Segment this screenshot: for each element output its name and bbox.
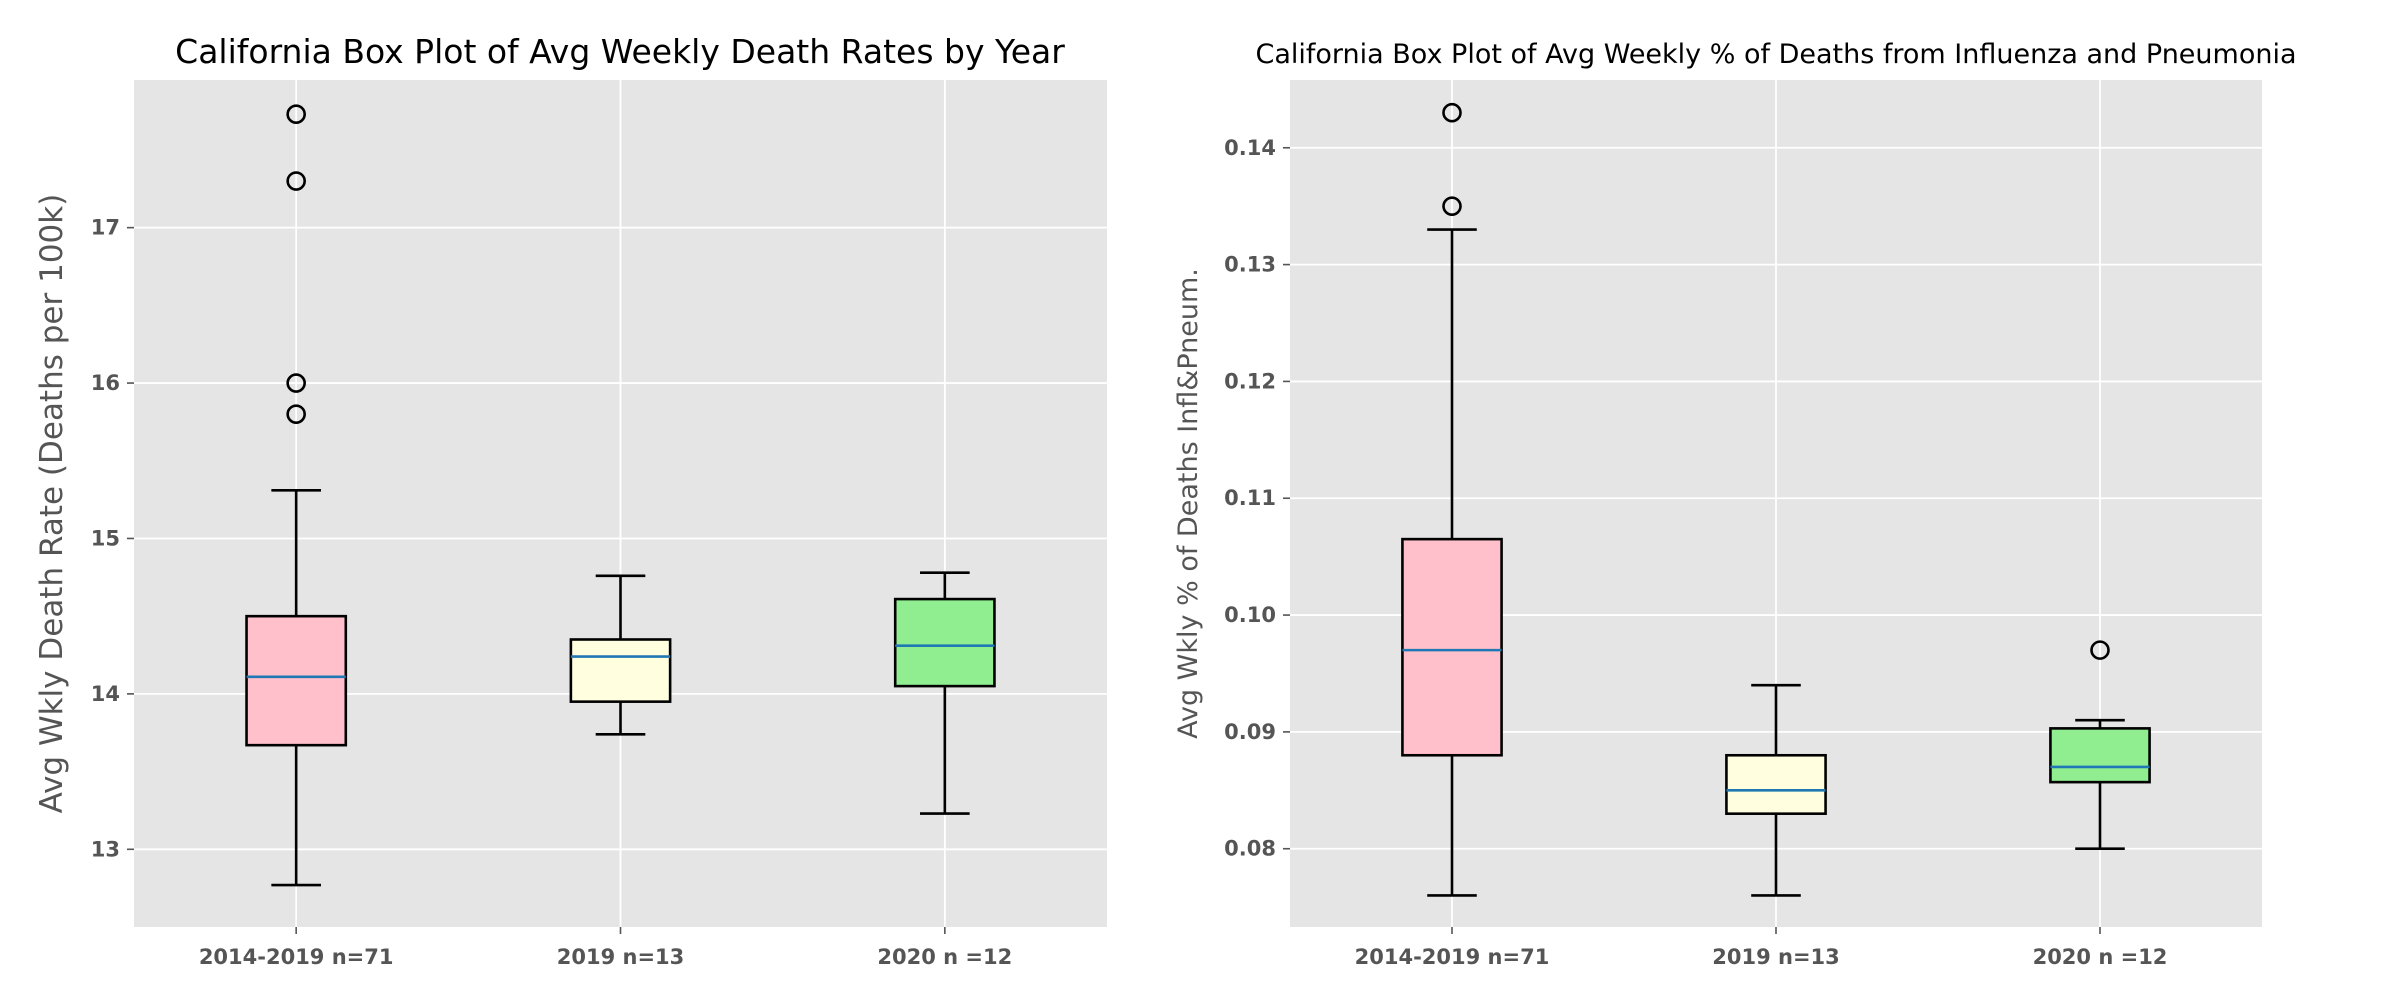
iqr-box bbox=[245, 614, 348, 747]
y-tick-label: 0.09 bbox=[1224, 720, 1276, 744]
x-tick-label: 2019 n=13 bbox=[1712, 945, 1840, 969]
chart-title: California Box Plot of Avg Weekly Death … bbox=[175, 32, 1065, 71]
outlier-point bbox=[286, 104, 306, 124]
chart-title: California Box Plot of Avg Weekly % of D… bbox=[1255, 39, 2296, 70]
outlier-point bbox=[2090, 640, 2110, 660]
box-3 bbox=[893, 571, 996, 815]
y-tick-label: 17 bbox=[91, 216, 120, 240]
y-tick-label: 0.08 bbox=[1224, 837, 1276, 861]
x-tick-label: 2014-2019 n=71 bbox=[199, 945, 394, 969]
y-tick-label: 0.14 bbox=[1224, 136, 1276, 160]
outlier-point bbox=[286, 404, 306, 424]
iqr-box bbox=[1401, 537, 1503, 757]
iqr-box bbox=[893, 597, 996, 688]
y-tick-label: 0.11 bbox=[1224, 486, 1276, 510]
outlier-point bbox=[286, 373, 306, 393]
y-tick-label: 15 bbox=[91, 526, 120, 550]
outlier-point bbox=[1442, 102, 1462, 123]
y-tick-label: 0.12 bbox=[1224, 369, 1276, 393]
box-1 bbox=[245, 104, 348, 887]
iqr-box bbox=[2049, 727, 2151, 784]
box-2 bbox=[569, 574, 672, 736]
box-1 bbox=[1401, 102, 1503, 897]
y-tick-label: 0.10 bbox=[1224, 603, 1276, 627]
outlier-point bbox=[286, 171, 306, 191]
x-tick-label: 2019 n=13 bbox=[557, 945, 685, 969]
outlier-point bbox=[1442, 196, 1462, 216]
x-tick-label: 2014-2019 n=71 bbox=[1355, 945, 1550, 969]
x-tick-label: 2020 n =12 bbox=[877, 945, 1012, 969]
box-3 bbox=[2049, 640, 2151, 851]
y-tick-label: 0.13 bbox=[1224, 253, 1276, 277]
death-rate-box-plot: 13 14 15 16 17 2014-2019 n=71 2019 n=13 2020 n … bbox=[34, 32, 1107, 969]
y-tick-label: 13 bbox=[91, 837, 120, 861]
y-axis-label: Avg Wkly % of Deaths Infl&Pneum. bbox=[1173, 268, 1204, 739]
iqr-box bbox=[1725, 753, 1827, 815]
box-2 bbox=[1725, 683, 1827, 897]
influenza-pneumonia-box-plot: 0.08 0.09 0.10 0.11 0.12 0.13 0.14 2014-2019 n=… bbox=[1173, 39, 2297, 969]
y-tick-label: 14 bbox=[91, 682, 120, 706]
y-tick-label: 16 bbox=[91, 371, 120, 395]
y-axis-label: Avg Wkly Death Rate (Deaths per 100k) bbox=[34, 194, 70, 814]
x-tick-label: 2020 n =12 bbox=[2033, 945, 2168, 969]
iqr-box bbox=[569, 638, 672, 703]
